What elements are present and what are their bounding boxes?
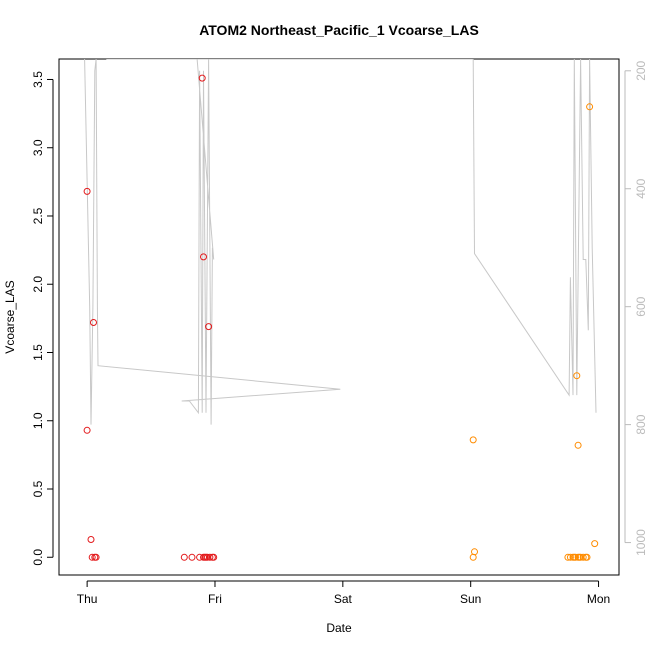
data-point [566,553,574,561]
data-point [469,436,477,444]
altitude-line [84,59,597,425]
data-point [83,426,91,434]
x-tick-label: Mon [587,592,610,606]
data-point [92,553,100,561]
x-axis: Thu Fri Sat Sun Mon [77,580,610,606]
data-point [572,553,579,561]
y2-tick-label: 400 [634,178,648,198]
y-tick-label: 0.0 [31,549,45,566]
data-point [583,553,591,561]
data-point [579,553,587,561]
data-point [87,536,95,543]
x-tick-label: Sat [334,592,353,606]
y2-tick-label: 200 [634,60,648,80]
data-point [180,553,188,561]
data-points-layer [83,74,599,561]
x-tick-label: Fri [208,592,222,606]
y2-tick-label: 600 [634,296,648,316]
y2-tick-label: 800 [634,414,648,434]
data-point [591,540,599,548]
data-point [205,323,213,331]
y-tick-label: 0.5 [31,480,45,497]
y-tick-label: 2.0 [31,276,45,293]
data-point [471,548,478,556]
y-tick-label: 3.0 [31,139,45,156]
data-point [206,553,214,561]
data-point [88,553,96,561]
altitude-track-layer [84,59,597,425]
data-point [188,553,196,561]
y-tick-label: 3.5 [31,71,45,88]
data-point [83,187,91,195]
plot-border [58,58,620,576]
y-tick-label: 2.5 [31,207,45,224]
data-point [210,553,218,561]
y-axis-label: Vcoarse_LAS [3,280,17,353]
y-axis: 0.0 0.5 1.0 1.5 2.0 2.5 3.0 3.5 [31,71,54,566]
data-point [198,74,206,82]
data-point [200,253,207,261]
x-tick-label: Thu [77,592,98,606]
data-point [573,372,581,380]
y2-tick-label: 1000 [634,529,648,556]
data-point [574,441,582,449]
data-point [586,103,594,111]
x-tick-label: Sun [460,592,481,606]
y-tick-label: 1.5 [31,344,45,361]
data-point [90,319,97,326]
chart-title: ATOM2 Northeast_Pacific_1 Vcoarse_LAS [199,22,479,38]
x-axis-label: Date [326,621,352,635]
y-tick-label: 1.0 [31,412,45,429]
secondary-y-axis: 200 400 600 800 1000 [624,60,648,556]
